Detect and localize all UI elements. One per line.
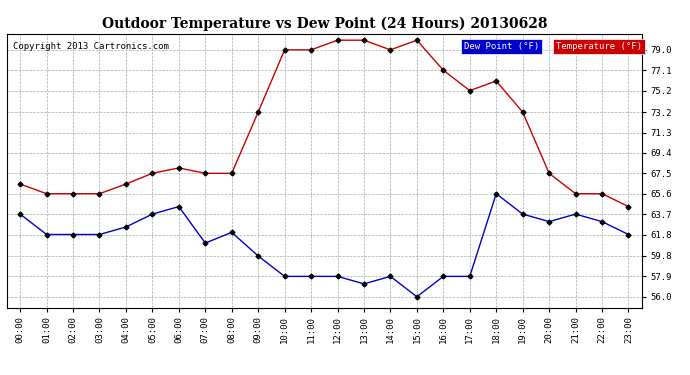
Title: Outdoor Temperature vs Dew Point (24 Hours) 20130628: Outdoor Temperature vs Dew Point (24 Hou… [101,17,547,31]
Text: Dew Point (°F): Dew Point (°F) [464,42,539,51]
Text: Copyright 2013 Cartronics.com: Copyright 2013 Cartronics.com [13,42,169,51]
Text: Temperature (°F): Temperature (°F) [556,42,642,51]
